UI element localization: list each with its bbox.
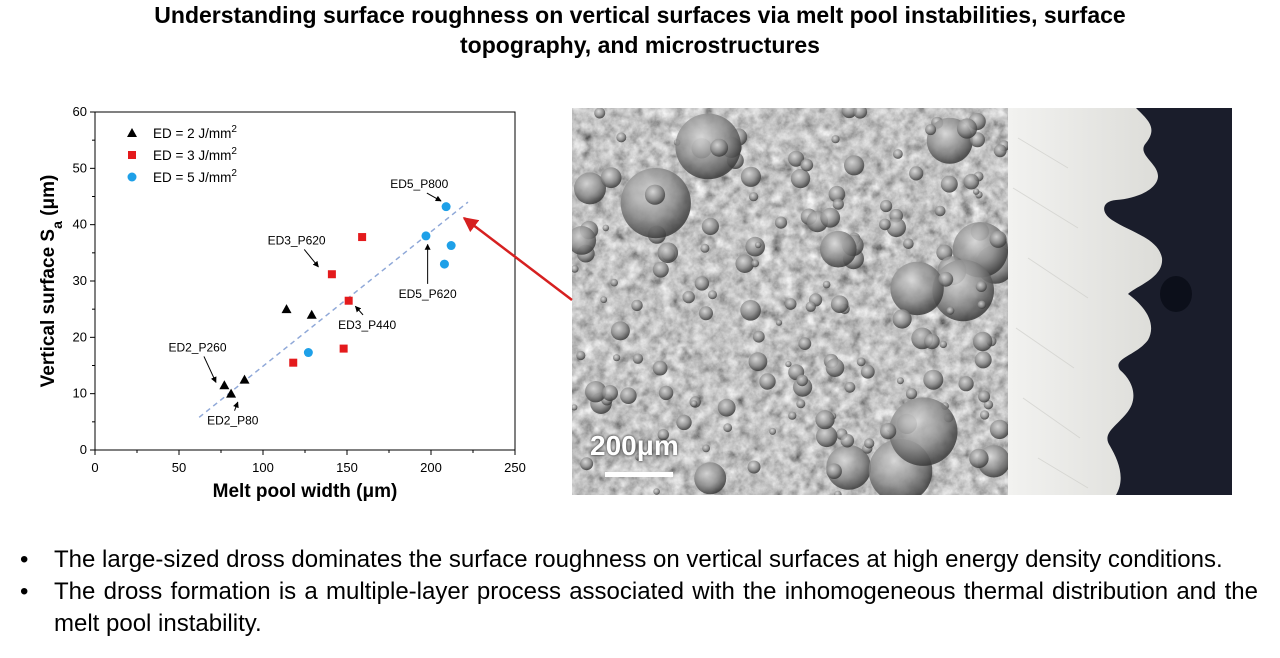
connector-arrow xyxy=(462,217,573,301)
scale-bar-label: 200μm xyxy=(590,430,679,461)
legend-label: ED = 3 J/mm2 xyxy=(153,146,237,163)
legend-marker xyxy=(127,128,137,137)
scale-bar xyxy=(605,472,673,477)
data-point xyxy=(239,374,250,384)
y-tick-label: 20 xyxy=(73,329,87,344)
annotation-label: ED5_P620 xyxy=(399,287,457,301)
data-point xyxy=(339,344,348,353)
cross-section-graphic xyxy=(1008,108,1232,495)
y-tick-label: 40 xyxy=(73,217,87,232)
y-tick-label: 0 xyxy=(80,442,87,457)
annotation-arrow xyxy=(303,249,319,268)
y-tick-label: 10 xyxy=(73,386,87,401)
data-point xyxy=(446,241,456,251)
annotation-arrow xyxy=(354,305,364,316)
y-tick-label: 60 xyxy=(73,104,87,119)
data-point xyxy=(289,358,298,367)
x-tick-label: 250 xyxy=(504,460,526,475)
data-point xyxy=(226,388,237,398)
bullet-text: The dross formation is a multiple-layer … xyxy=(54,578,1258,637)
data-point xyxy=(421,231,431,241)
data-point xyxy=(303,348,313,358)
annotation-label: ED3_P620 xyxy=(268,233,326,247)
sem-surface-image: 200μm xyxy=(572,108,1008,495)
data-point xyxy=(306,309,317,319)
x-tick-label: 150 xyxy=(336,460,358,475)
bullet-list: • The large-sized dross dominates the su… xyxy=(18,544,1258,640)
bullet-item: • The large-sized dross dominates the su… xyxy=(18,544,1258,576)
y-tick-label: 30 xyxy=(73,273,87,288)
data-point xyxy=(219,380,230,390)
annotation-label: ED2_P260 xyxy=(168,340,226,354)
y-axis-label: Vertical surface Sa (μm) xyxy=(38,175,65,388)
title-line-2: topography, and microstructures xyxy=(460,32,820,58)
scatter-chart: 0 50 100 150 200 250 0 10 20 30 40 50 60 Melt pool wi… xyxy=(38,104,526,502)
bullet-text: The large-sized dross dominates the surf… xyxy=(54,546,1223,573)
x-tick-label: 100 xyxy=(252,460,274,475)
legend-marker xyxy=(127,172,137,182)
x-tick-label: 50 xyxy=(172,460,186,475)
data-point xyxy=(281,304,292,314)
annotation-label: ED3_P440 xyxy=(338,318,396,332)
bullet-marker: • xyxy=(20,578,29,605)
data-point xyxy=(439,259,449,269)
bullet-marker: • xyxy=(20,546,29,573)
annotation-arrow xyxy=(233,401,239,411)
sem-texture xyxy=(572,108,1008,495)
x-tick-label: 0 xyxy=(91,460,98,475)
slide-title: Understanding surface roughness on verti… xyxy=(0,0,1280,60)
legend-label: ED = 2 J/mm2 xyxy=(153,124,237,141)
title-line-1: Understanding surface roughness on verti… xyxy=(154,2,1126,28)
data-point xyxy=(327,270,336,279)
legend-label: ED = 5 J/mm2 xyxy=(153,168,237,185)
annotation-arrow xyxy=(426,192,442,202)
annotation-arrow xyxy=(203,356,217,383)
x-tick-label: 200 xyxy=(420,460,442,475)
optical-cross-section-image xyxy=(1008,108,1232,495)
x-axis-label: Melt pool width (μm) xyxy=(213,481,398,502)
data-point xyxy=(358,233,367,242)
data-point xyxy=(344,296,353,305)
data-point xyxy=(441,202,451,212)
annotation-label: ED2_P80 xyxy=(207,414,259,428)
bullet-item: • The dross formation is a multiple-laye… xyxy=(18,576,1258,640)
legend-marker xyxy=(128,151,136,159)
y-tick-label: 50 xyxy=(73,160,87,175)
annotation-label: ED5_P800 xyxy=(390,177,448,191)
